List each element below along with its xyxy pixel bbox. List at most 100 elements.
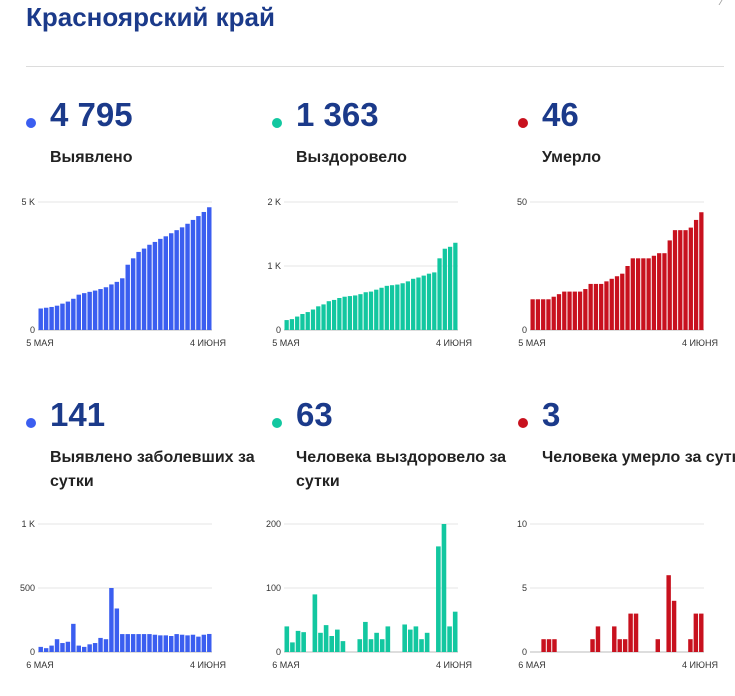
- x-tick-label: 4 ИЮНЯ: [682, 660, 718, 670]
- bar: [284, 626, 290, 652]
- bar: [699, 212, 704, 330]
- bar: [400, 283, 405, 330]
- x-tick-label: 6 МАЯ: [272, 660, 300, 670]
- bar: [103, 639, 109, 652]
- bar: [688, 227, 693, 330]
- y-tick-label: 2 K: [267, 197, 281, 207]
- bar: [196, 636, 201, 652]
- y-tick-label: 0: [276, 647, 281, 657]
- bar: [318, 632, 323, 652]
- panel-deaths-daily: 3 Человека умерло за сутки 0 5 10 6 МАЯ 4 ИЮ…: [517, 396, 735, 696]
- x-tick-label: 4 ИЮНЯ: [436, 660, 472, 670]
- panel-detected-total: 4 795 Выявлено 0 5 K 5 МАЯ 4 ИЮНЯ: [21, 96, 256, 396]
- big-value: 3: [542, 396, 561, 433]
- bar: [395, 284, 400, 330]
- bar: [593, 283, 599, 330]
- bar: [416, 277, 421, 330]
- bar: [358, 294, 363, 330]
- bar: [342, 296, 347, 330]
- bar: [331, 299, 337, 330]
- bar: [335, 629, 340, 652]
- bar: [295, 316, 300, 330]
- chart-deaths-daily: 0 5 10 6 МАЯ 4 ИЮНЯ: [517, 519, 718, 670]
- big-value: 46: [542, 96, 579, 133]
- bar: [152, 634, 158, 652]
- bar: [441, 524, 447, 652]
- series-dot: [26, 118, 36, 128]
- bar: [120, 634, 125, 652]
- bar: [572, 291, 577, 330]
- bar: [347, 296, 353, 330]
- bar: [442, 248, 447, 330]
- bar: [368, 291, 374, 330]
- bar: [651, 255, 657, 330]
- bar: [599, 283, 604, 330]
- bar: [657, 253, 662, 330]
- bar: [671, 600, 677, 652]
- bar: [617, 639, 622, 652]
- bar: [641, 258, 646, 330]
- bar: [583, 289, 588, 330]
- bar: [326, 301, 331, 330]
- bar: [604, 281, 609, 330]
- bar: [289, 319, 295, 330]
- bar: [628, 613, 633, 652]
- bar: [353, 295, 358, 330]
- bar: [363, 292, 368, 330]
- bar: [337, 298, 342, 330]
- bar: [185, 635, 190, 652]
- bar: [646, 258, 651, 330]
- corner-mark: ⁄: [720, 0, 723, 8]
- bar: [688, 639, 693, 652]
- bar: [38, 646, 43, 652]
- chart-recovered-total: 0 1 K 2 K 5 МАЯ 4 ИЮНЯ: [267, 197, 472, 348]
- bar: [169, 233, 174, 330]
- chart-detected-daily: 0 500 1 K 6 МАЯ 4 ИЮНЯ: [20, 519, 226, 670]
- bar: [699, 613, 704, 652]
- y-tick-label: 0: [30, 325, 35, 335]
- bar: [130, 634, 136, 652]
- bar: [310, 309, 316, 330]
- bar: [190, 219, 196, 330]
- series-dot: [518, 118, 528, 128]
- bar: [368, 639, 374, 652]
- chart-detected-total: 0 5 K 5 МАЯ 4 ИЮНЯ: [21, 197, 226, 348]
- bar: [432, 272, 437, 330]
- bar: [312, 594, 318, 652]
- x-tick-label: 4 ИЮНЯ: [436, 338, 472, 348]
- panel-detected-daily: 141 Выявлено заболевших за сутки 0 500 1 K…: [20, 396, 256, 696]
- bar: [207, 207, 212, 330]
- bar: [588, 283, 593, 330]
- bar: [546, 639, 552, 652]
- bar: [329, 636, 335, 652]
- y-tick-label: 0: [522, 647, 527, 657]
- bar: [43, 648, 49, 652]
- y-tick-label: 50: [517, 197, 527, 207]
- bar: [82, 646, 87, 652]
- bar: [577, 291, 583, 330]
- caption: Выздоровело: [296, 149, 407, 166]
- x-tick-label: 5 МАЯ: [518, 338, 546, 348]
- bar: [103, 287, 109, 330]
- bar: [421, 275, 426, 330]
- y-tick-label: 1 K: [21, 519, 35, 529]
- bar: [179, 227, 185, 330]
- bar: [174, 634, 179, 652]
- caption: Выявлено заболевших за сутки: [50, 449, 255, 490]
- bar: [158, 238, 163, 330]
- bar: [625, 266, 630, 330]
- bar: [389, 285, 395, 330]
- bar: [411, 278, 416, 330]
- bar: [609, 278, 614, 330]
- bar: [683, 230, 688, 330]
- bar: [65, 641, 71, 652]
- bar: [163, 236, 168, 330]
- panel-recovered-daily: 63 Человека выздоровело за сутки 0 100 200…: [266, 396, 506, 696]
- bar: [125, 264, 130, 330]
- bar: [567, 291, 572, 330]
- bar: [87, 644, 92, 652]
- bar: [54, 639, 60, 652]
- bar: [374, 289, 379, 330]
- bar: [109, 588, 114, 652]
- bar: [305, 312, 310, 330]
